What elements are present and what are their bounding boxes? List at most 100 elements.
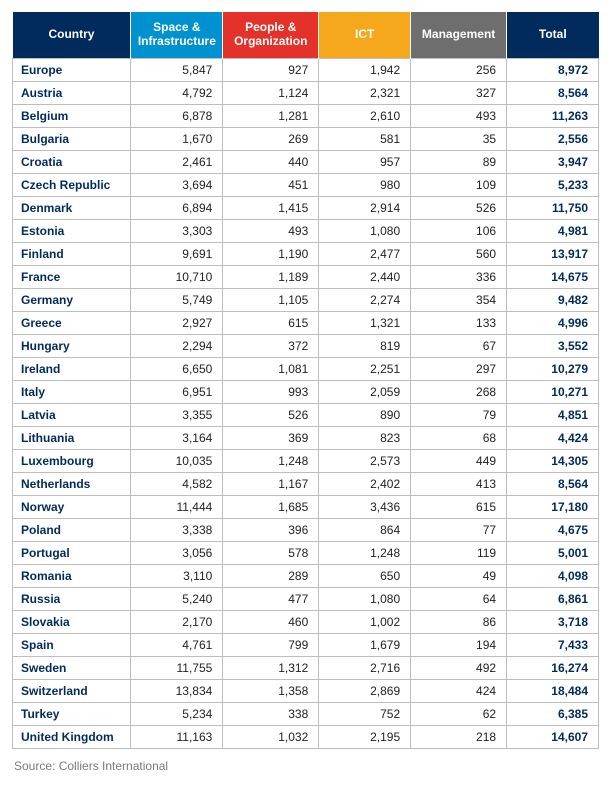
- value-cell: 1,321: [319, 312, 411, 335]
- table-head: CountrySpace & InfrastructurePeople & Or…: [13, 12, 599, 59]
- col-header: Management: [411, 12, 507, 59]
- value-cell: 2,927: [131, 312, 223, 335]
- country-cell: Denmark: [13, 197, 131, 220]
- value-cell: 581: [319, 128, 411, 151]
- value-cell: 9,691: [131, 243, 223, 266]
- value-cell: 890: [319, 404, 411, 427]
- col-header: Space & Infrastructure: [131, 12, 223, 59]
- value-cell: 2,461: [131, 151, 223, 174]
- total-cell: 2,556: [507, 128, 599, 151]
- table-body: Europe5,8479271,9422568,972Austria4,7921…: [13, 59, 599, 749]
- total-cell: 17,180: [507, 496, 599, 519]
- value-cell: 5,749: [131, 289, 223, 312]
- table-row: Bulgaria1,670269581352,556: [13, 128, 599, 151]
- table-row: Europe5,8479271,9422568,972: [13, 59, 599, 82]
- value-cell: 823: [319, 427, 411, 450]
- table-row: Slovakia2,1704601,002863,718: [13, 611, 599, 634]
- total-cell: 8,564: [507, 82, 599, 105]
- country-cell: United Kingdom: [13, 726, 131, 749]
- country-cell: Sweden: [13, 657, 131, 680]
- country-cell: Luxembourg: [13, 450, 131, 473]
- value-cell: 980: [319, 174, 411, 197]
- value-cell: 2,170: [131, 611, 223, 634]
- country-cell: Estonia: [13, 220, 131, 243]
- country-cell: Croatia: [13, 151, 131, 174]
- value-cell: 268: [411, 381, 507, 404]
- value-cell: 560: [411, 243, 507, 266]
- value-cell: 119: [411, 542, 507, 565]
- total-cell: 4,675: [507, 519, 599, 542]
- total-cell: 3,718: [507, 611, 599, 634]
- col-header: People & Organization: [223, 12, 319, 59]
- table-row: Italy6,9519932,05926810,271: [13, 381, 599, 404]
- value-cell: 354: [411, 289, 507, 312]
- value-cell: 64: [411, 588, 507, 611]
- value-cell: 1,032: [223, 726, 319, 749]
- table-row: Russia5,2404771,080646,861: [13, 588, 599, 611]
- table-row: Finland9,6911,1902,47756013,917: [13, 243, 599, 266]
- value-cell: 493: [411, 105, 507, 128]
- source-text: Source: Colliers International: [12, 759, 599, 773]
- value-cell: 5,847: [131, 59, 223, 82]
- total-cell: 6,861: [507, 588, 599, 611]
- country-cell: Switzerland: [13, 680, 131, 703]
- total-cell: 10,271: [507, 381, 599, 404]
- country-cell: Hungary: [13, 335, 131, 358]
- value-cell: 3,338: [131, 519, 223, 542]
- value-cell: 194: [411, 634, 507, 657]
- total-cell: 5,233: [507, 174, 599, 197]
- country-cell: Bulgaria: [13, 128, 131, 151]
- table-row: Denmark6,8941,4152,91452611,750: [13, 197, 599, 220]
- value-cell: 4,761: [131, 634, 223, 657]
- value-cell: 578: [223, 542, 319, 565]
- table-row: Netherlands4,5821,1672,4024138,564: [13, 473, 599, 496]
- table-row: Estonia3,3034931,0801064,981: [13, 220, 599, 243]
- total-cell: 7,433: [507, 634, 599, 657]
- value-cell: 1,281: [223, 105, 319, 128]
- value-cell: 6,951: [131, 381, 223, 404]
- table-row: Norway11,4441,6853,43661517,180: [13, 496, 599, 519]
- value-cell: 4,582: [131, 473, 223, 496]
- value-cell: 1,670: [131, 128, 223, 151]
- value-cell: 86: [411, 611, 507, 634]
- table-row: Portugal3,0565781,2481195,001: [13, 542, 599, 565]
- header-row: CountrySpace & InfrastructurePeople & Or…: [13, 12, 599, 59]
- total-cell: 4,981: [507, 220, 599, 243]
- value-cell: 2,477: [319, 243, 411, 266]
- value-cell: 297: [411, 358, 507, 381]
- total-cell: 8,972: [507, 59, 599, 82]
- value-cell: 1,312: [223, 657, 319, 680]
- value-cell: 106: [411, 220, 507, 243]
- country-cell: Europe: [13, 59, 131, 82]
- value-cell: 1,002: [319, 611, 411, 634]
- value-cell: 256: [411, 59, 507, 82]
- table-row: Austria4,7921,1242,3213278,564: [13, 82, 599, 105]
- value-cell: 492: [411, 657, 507, 680]
- country-cell: Romania: [13, 565, 131, 588]
- total-cell: 11,263: [507, 105, 599, 128]
- value-cell: 2,914: [319, 197, 411, 220]
- value-cell: 424: [411, 680, 507, 703]
- value-cell: 1,358: [223, 680, 319, 703]
- value-cell: 1,080: [319, 588, 411, 611]
- total-cell: 18,484: [507, 680, 599, 703]
- value-cell: 1,190: [223, 243, 319, 266]
- value-cell: 77: [411, 519, 507, 542]
- total-cell: 8,564: [507, 473, 599, 496]
- value-cell: 752: [319, 703, 411, 726]
- value-cell: 615: [411, 496, 507, 519]
- value-cell: 1,081: [223, 358, 319, 381]
- country-cell: Czech Republic: [13, 174, 131, 197]
- total-cell: 10,279: [507, 358, 599, 381]
- table-row: Sweden11,7551,3122,71649216,274: [13, 657, 599, 680]
- total-cell: 6,385: [507, 703, 599, 726]
- value-cell: 5,240: [131, 588, 223, 611]
- value-cell: 67: [411, 335, 507, 358]
- value-cell: 477: [223, 588, 319, 611]
- country-cell: Netherlands: [13, 473, 131, 496]
- value-cell: 3,303: [131, 220, 223, 243]
- value-cell: 5,234: [131, 703, 223, 726]
- total-cell: 11,750: [507, 197, 599, 220]
- country-cell: Germany: [13, 289, 131, 312]
- total-cell: 9,482: [507, 289, 599, 312]
